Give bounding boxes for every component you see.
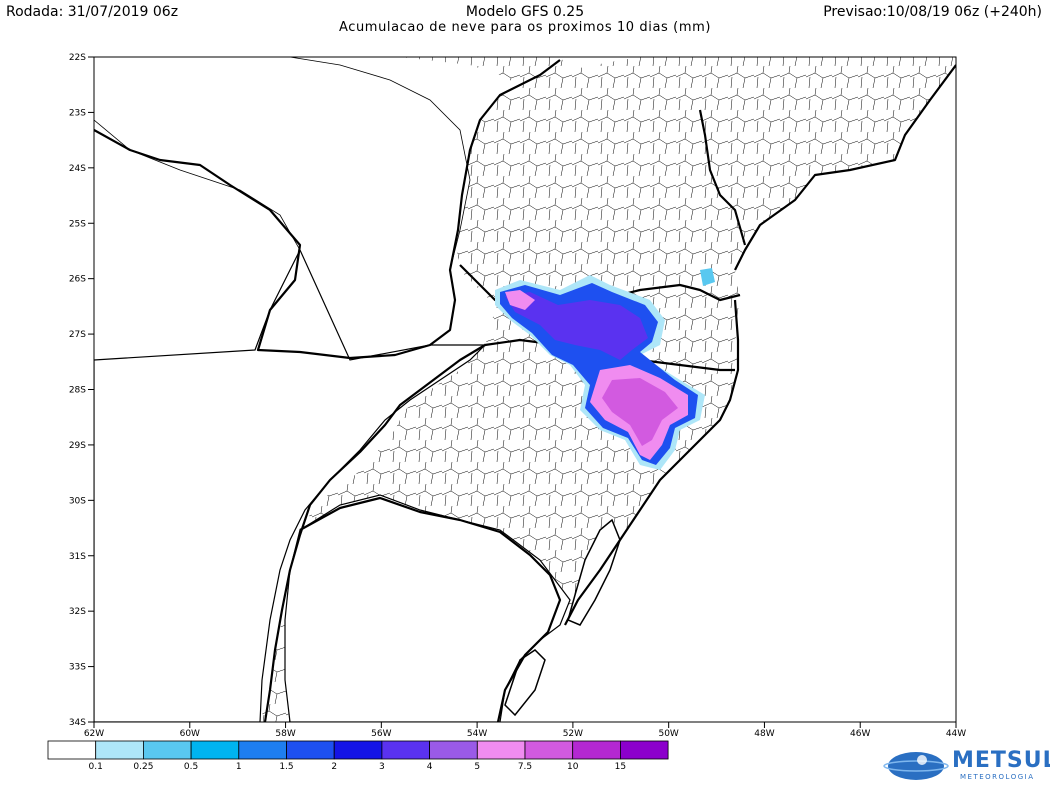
map-title: Modelo GFS 0.25 xyxy=(465,4,585,20)
lat-label: 25S xyxy=(69,219,86,229)
colorbar-label: 0.5 xyxy=(184,762,198,772)
colorbar: 0.1 0.25 0.5 1 1.5 2 3 4 5 7.5 10 15 xyxy=(47,740,669,772)
colorbar-label: 1 xyxy=(236,762,242,772)
lon-label: 46W xyxy=(850,729,870,739)
mirim-lagoon xyxy=(504,649,546,717)
colorbar-label: 1.5 xyxy=(279,762,293,772)
map-content xyxy=(94,57,956,722)
colorbar-swatch xyxy=(524,740,574,760)
lat-label: 30S xyxy=(69,496,86,506)
snow-contour-03 xyxy=(505,292,648,360)
colorbar-swatch xyxy=(572,740,621,760)
lon-label: 54W xyxy=(467,729,487,739)
lon-label: 56W xyxy=(371,729,391,739)
colorbar-label: 0.1 xyxy=(89,762,103,772)
snow-field xyxy=(495,268,715,470)
lon-label: 62W xyxy=(84,729,104,739)
colorbar-swatch xyxy=(286,740,335,760)
snow-contour-07 xyxy=(700,268,715,286)
colorbar-label: 5 xyxy=(474,762,480,772)
colorbar-swatch xyxy=(95,740,144,760)
colorbar-label: 7.5 xyxy=(518,762,532,772)
colorbar-label: 4 xyxy=(427,762,433,772)
colorbar-swatch xyxy=(333,740,383,760)
lat-label: 26S xyxy=(69,275,86,285)
lat-label: 33S xyxy=(69,663,86,673)
lon-label: 44W xyxy=(946,729,966,739)
argentina-ne xyxy=(94,248,487,722)
lon-label: 52W xyxy=(563,729,583,739)
map-subtitle: Acumulacao de neve para os proximos 10 d… xyxy=(338,20,712,35)
colorbar-swatch xyxy=(429,740,478,760)
colorbar-swatch xyxy=(238,740,287,760)
colorbar-label: 2 xyxy=(331,762,337,772)
logo-text: METSUL xyxy=(952,748,1050,773)
lat-label: 23S xyxy=(69,108,86,118)
patos-lagoon xyxy=(567,518,621,626)
colorbar-swatch xyxy=(47,740,97,760)
logo-subtext: METEOROLOGIA xyxy=(960,773,1035,781)
colorbar-swatch xyxy=(142,740,192,760)
lat-label: 32S xyxy=(69,607,86,617)
colorbar-label: 0.25 xyxy=(133,762,153,772)
lon-label: 60W xyxy=(180,729,200,739)
lon-label: 58W xyxy=(275,729,295,739)
lon-label: 50W xyxy=(658,729,678,739)
run-date: Rodada: 31/07/2019 06z xyxy=(6,4,179,20)
latitude-axis: 22S 23S 24S 25S 26S 27S 28S 29S 30S 31S 32S 33S 34S xyxy=(69,53,94,728)
lat-label: 28S xyxy=(69,386,86,396)
colorbar-label: 15 xyxy=(615,762,626,772)
map-title-block: Modelo GFS 0.25 Acumulacao de neve para … xyxy=(0,4,1050,36)
lat-label: 29S xyxy=(69,441,86,451)
lat-label: 24S xyxy=(69,164,86,174)
colorbar-swatch xyxy=(381,740,430,760)
lat-label: 22S xyxy=(69,53,86,63)
lat-label: 31S xyxy=(69,552,86,562)
colorbar-label: 3 xyxy=(379,762,385,772)
lat-label: 34S xyxy=(69,718,86,728)
snow-contour-06 xyxy=(505,290,535,310)
globe-icon xyxy=(883,752,949,780)
metsul-logo: METSUL METEOROLOGIA xyxy=(880,744,1050,788)
lat-label: 27S xyxy=(69,330,86,340)
uruguay xyxy=(284,494,571,722)
colorbar-swatch xyxy=(190,740,240,760)
colorbar-swatch xyxy=(476,740,526,760)
colorbar-label: 10 xyxy=(567,762,579,772)
colorbar-swatch xyxy=(620,740,669,760)
forecast-date: Previsao:10/08/19 06z (+240h) xyxy=(823,4,1042,20)
snow-contour-05 xyxy=(602,378,678,446)
lon-label: 48W xyxy=(754,729,774,739)
longitude-axis: 62W 60W 58W 56W 54W 52W 50W 48W 46W 44W xyxy=(84,722,966,739)
